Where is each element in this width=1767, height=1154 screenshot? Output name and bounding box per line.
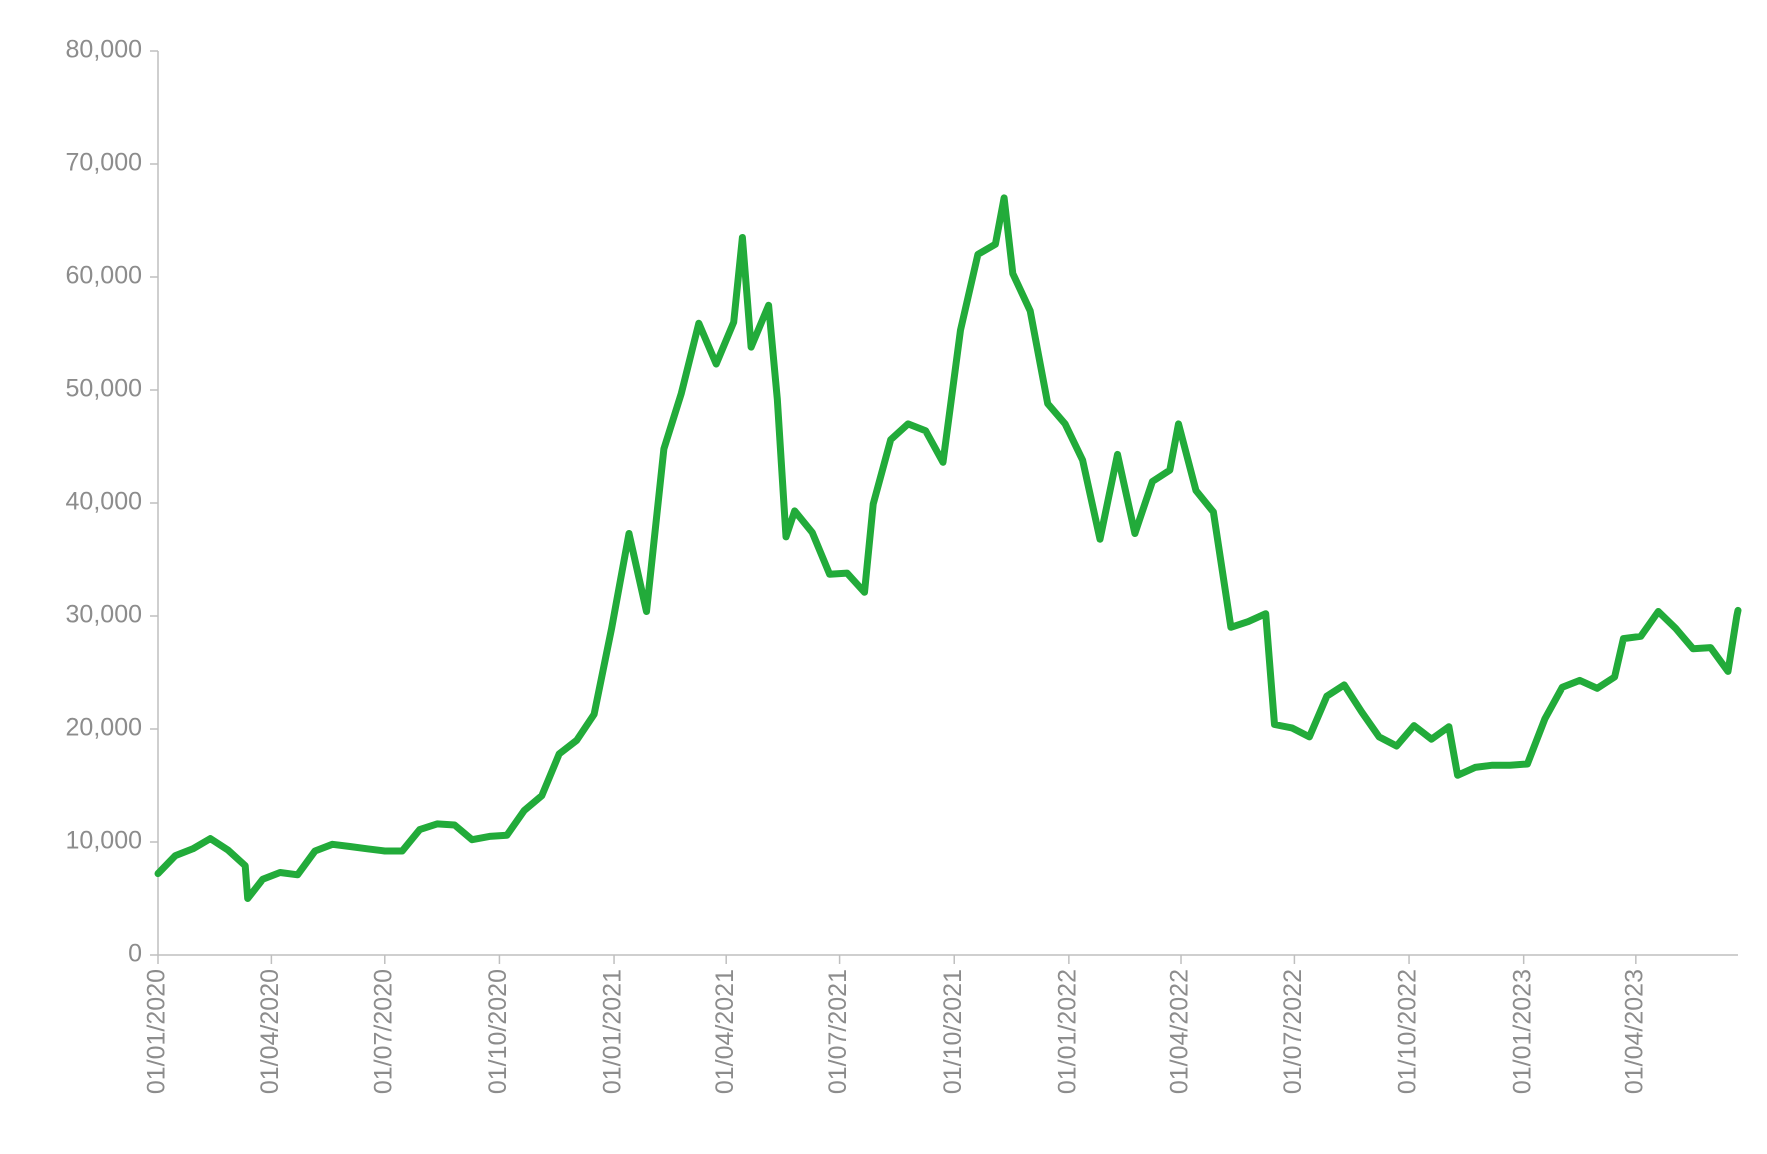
x-tick-label: 01/07/2021 <box>824 969 852 1094</box>
x-tick-label: 01/10/2020 <box>484 969 512 1094</box>
y-tick-label: 60,000 <box>66 262 142 290</box>
x-tick-label: 01/04/2022 <box>1166 969 1194 1094</box>
x-tick-label: 01/10/2021 <box>939 969 967 1094</box>
x-tick-label: 01/04/2021 <box>711 969 739 1094</box>
y-tick-label: 80,000 <box>66 36 142 64</box>
y-tick-label: 10,000 <box>66 827 142 855</box>
y-tick-label: 70,000 <box>66 149 142 177</box>
y-tick-label: 50,000 <box>66 375 142 403</box>
price-line <box>154 194 1742 902</box>
y-tick-label: 20,000 <box>66 714 142 742</box>
x-tick-label: 01/07/2022 <box>1279 969 1307 1094</box>
y-tick-label: 0 <box>128 940 142 968</box>
x-tick-label: 01/01/2023 <box>1508 969 1536 1094</box>
x-tick-label: 01/04/2020 <box>256 969 284 1094</box>
x-tick-label: 01/10/2022 <box>1394 969 1422 1094</box>
x-tick-label: 01/01/2020 <box>143 969 171 1094</box>
x-tick-label: 01/01/2021 <box>599 969 627 1094</box>
y-tick-label: 30,000 <box>66 601 142 629</box>
x-tick-label: 01/04/2023 <box>1620 969 1648 1094</box>
y-tick-label: 40,000 <box>66 488 142 516</box>
x-tick-label: 01/07/2020 <box>369 969 397 1094</box>
x-tick-label: 01/01/2022 <box>1053 969 1081 1094</box>
